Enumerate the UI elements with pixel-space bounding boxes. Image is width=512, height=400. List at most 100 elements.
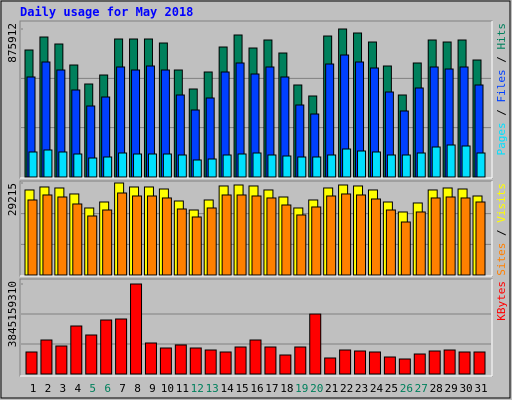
bar (70, 325, 83, 375)
y-tick-label: 29215 (6, 183, 19, 216)
bar (266, 197, 277, 276)
bar (236, 194, 247, 276)
bar (221, 194, 232, 276)
x-tick-label: 26 (400, 382, 413, 395)
bar (476, 152, 486, 178)
bar (386, 154, 396, 178)
bar (219, 351, 232, 375)
bar (55, 345, 68, 375)
bar (252, 152, 262, 178)
bar (398, 358, 411, 375)
bar (428, 350, 441, 375)
bar (279, 354, 292, 375)
bar (401, 154, 411, 178)
bar (416, 152, 426, 178)
chart-title: Daily usage for May 2018 (20, 5, 193, 19)
bar (118, 152, 128, 178)
bar (132, 195, 143, 276)
legend-entry: Sites (495, 243, 508, 276)
bar (443, 349, 456, 375)
bar (237, 153, 247, 178)
bar (25, 351, 38, 375)
legend-entry: Pages (495, 122, 508, 155)
bar (115, 318, 128, 375)
bar (85, 334, 98, 375)
bar (445, 196, 456, 276)
bar (177, 154, 187, 178)
bar (174, 344, 187, 375)
bar (87, 215, 98, 276)
bar (192, 159, 202, 178)
bar (446, 144, 456, 178)
bar (58, 151, 68, 178)
x-tick-label: 29 (445, 382, 458, 395)
bar (296, 214, 307, 276)
bar (191, 216, 202, 276)
bar (371, 151, 381, 178)
bar (312, 156, 322, 178)
x-tick-label: 24 (370, 382, 384, 395)
x-tick-label: 19 (295, 382, 308, 395)
bar (117, 192, 128, 276)
x-tick-label: 17 (265, 382, 278, 395)
bar (162, 153, 172, 178)
x-tick-label: 1 (30, 382, 37, 395)
bar (281, 204, 292, 276)
bar (88, 157, 98, 178)
bar (72, 203, 83, 276)
bar (415, 211, 426, 276)
x-tick-label: 27 (415, 382, 428, 395)
bar (161, 197, 172, 276)
bar (206, 207, 217, 276)
bar (133, 153, 143, 178)
bar (383, 356, 396, 375)
bar (282, 155, 292, 178)
legend-entry: Hits (495, 23, 508, 50)
bar (144, 342, 157, 375)
bar (357, 150, 367, 178)
legend: Pages / Files / Hits (495, 23, 508, 156)
x-tick-label: 3 (60, 382, 67, 395)
bar (461, 145, 471, 178)
bar (234, 346, 247, 375)
bar (473, 351, 486, 375)
bar (297, 156, 307, 178)
bar (370, 198, 381, 276)
y-tick-label: 875912 (6, 23, 19, 63)
bar (207, 158, 217, 178)
bar (103, 156, 113, 178)
bar (102, 209, 113, 276)
x-tick-label: 7 (119, 382, 126, 395)
legend: Sites / Visits (495, 183, 508, 276)
bar (400, 221, 411, 276)
bar (159, 347, 172, 375)
legend-entry: KBytes (495, 281, 508, 321)
bar (356, 194, 367, 276)
bar (189, 347, 202, 375)
x-tick-label: 16 (250, 382, 263, 395)
x-tick-label: 15 (235, 382, 248, 395)
legend-separator: / (495, 103, 508, 123)
bar (249, 339, 262, 375)
x-tick-label: 10 (161, 382, 174, 395)
x-tick-label: 30 (459, 382, 472, 395)
bar (475, 201, 486, 276)
x-tick-label: 20 (310, 382, 323, 395)
legend-separator: / (495, 50, 508, 70)
bar (57, 196, 68, 276)
x-tick-label: 25 (385, 382, 398, 395)
y-tick-label: 3845159310 (6, 281, 19, 347)
bar (460, 197, 471, 276)
x-tick-label: 6 (104, 382, 111, 395)
bar (368, 351, 381, 375)
legend-separator: / (495, 223, 508, 243)
bar (204, 349, 217, 375)
x-tick-label: 8 (134, 382, 141, 395)
bar (431, 146, 441, 178)
bar (146, 195, 157, 276)
bar (294, 346, 307, 375)
bar (100, 319, 113, 375)
bar (458, 351, 471, 375)
bar (342, 148, 352, 178)
bar (430, 197, 441, 276)
